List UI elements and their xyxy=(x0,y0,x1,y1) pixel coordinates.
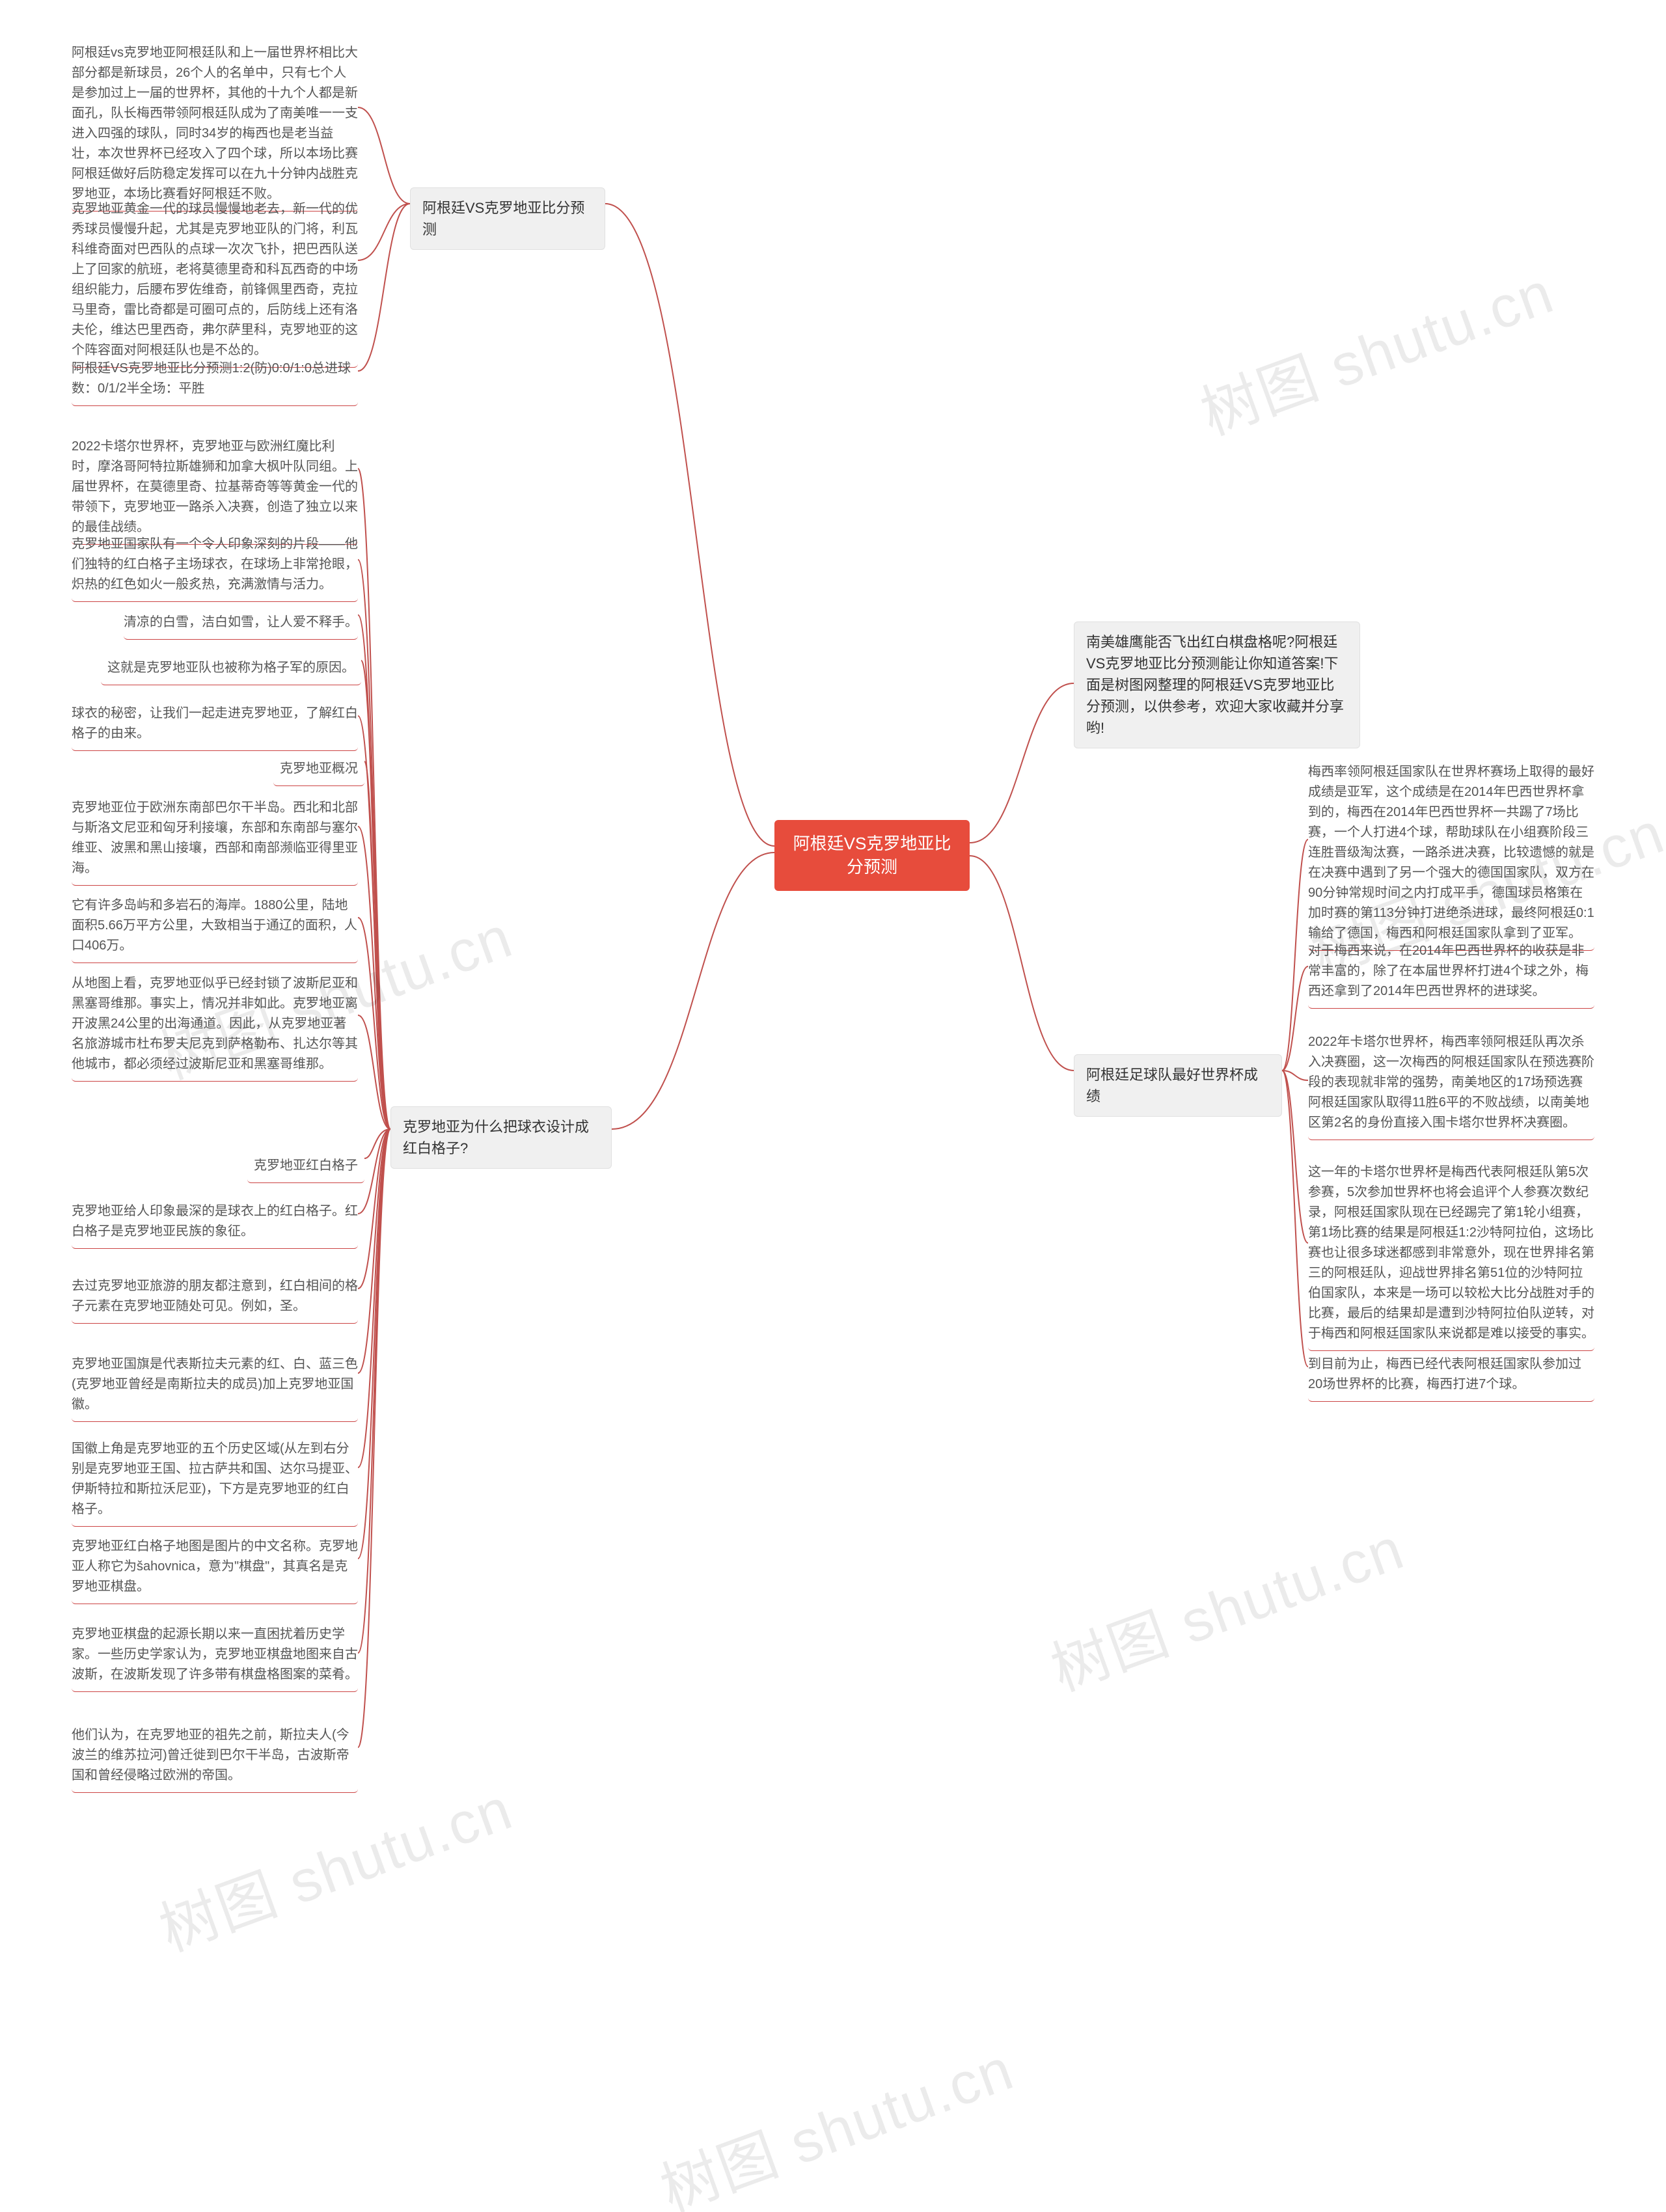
watermark: 树图 shutu.cn xyxy=(1188,245,1563,451)
branch-right-intro[interactable]: 南美雄鹰能否飞出红白棋盘格呢?阿根廷VS克罗地亚比分预测能让你知道答案!下面是树… xyxy=(1074,621,1360,748)
leaf: 克罗地亚国旗是代表斯拉夫元素的红、白、蓝三色(克罗地亚曾经是南斯拉夫的成员)加上… xyxy=(72,1350,358,1422)
leaf: 它有许多岛屿和多岩石的海岸。1880公里，陆地面积5.66万平方公里，大致相当于… xyxy=(72,892,358,963)
leaf: 从地图上看，克罗地亚似乎已经封锁了波斯尼亚和黑塞哥维那。事实上，情况并非如此。克… xyxy=(72,970,358,1082)
mindmap-canvas: 树图 shutu.cn 树图 shutu.cn 树图 shutu.cn 树图 s… xyxy=(0,0,1666,2212)
leaf: 克罗地亚红白格子地图是图片的中文名称。克罗地亚人称它为šahovnica，意为"… xyxy=(72,1533,358,1604)
watermark: 树图 shutu.cn xyxy=(648,2022,1023,2212)
leaf: 2022年卡塔尔世界杯，梅西率领阿根廷队再次杀入决赛圈，这一次梅西的阿根廷国家队… xyxy=(1308,1028,1594,1140)
watermark: 树图 shutu.cn xyxy=(1038,1501,1413,1707)
leaf: 清凉的白雪，洁白如雪，让人爱不释手。 xyxy=(124,608,358,640)
leaf: 2022卡塔尔世界杯，克罗地亚与欧洲红魔比利时，摩洛哥阿特拉斯雄狮和加拿大枫叶队… xyxy=(72,433,358,545)
leaf: 梅西率领阿根廷国家队在世界杯赛场上取得的最好成绩是亚军，这个成绩是在2014年巴… xyxy=(1308,758,1594,951)
leaf: 克罗地亚棋盘的起源长期以来一直困扰着历史学家。一些历史学家认为，克罗地亚棋盘地图… xyxy=(72,1620,358,1692)
branch-left-prediction[interactable]: 阿根廷VS克罗地亚比分预测 xyxy=(410,187,605,250)
leaf: 克罗地亚给人印象最深的是球衣上的红白格子。红白格子是克罗地亚民族的象征。 xyxy=(72,1197,358,1249)
branch-left-jersey[interactable]: 克罗地亚为什么把球衣设计成红白格子? xyxy=(390,1106,612,1169)
leaf: 克罗地亚红白格子 xyxy=(247,1152,364,1183)
leaf: 这就是克罗地亚队也被称为格子军的原因。 xyxy=(101,654,361,685)
branch-right-best-result[interactable]: 阿根廷足球队最好世界杯成绩 xyxy=(1074,1054,1282,1117)
leaf: 克罗地亚概况 xyxy=(273,755,364,786)
leaf: 到目前为止，梅西已经代表阿根廷国家队参加过20场世界杯的比赛，梅西打进7个球。 xyxy=(1308,1350,1594,1402)
leaf: 克罗地亚黄金一代的球员慢慢地老去，新一代的优秀球员慢慢升起，尤其是克罗地亚队的门… xyxy=(72,195,358,368)
leaf: 国徽上角是克罗地亚的五个历史区域(从左到右分别是克罗地亚王国、拉古萨共和国、达尔… xyxy=(72,1435,358,1527)
leaf: 阿根廷vs克罗地亚阿根廷队和上一届世界杯相比大部分都是新球员，26个人的名单中，… xyxy=(72,39,358,212)
center-node[interactable]: 阿根廷VS克罗地亚比分预测 xyxy=(774,820,970,891)
leaf: 去过克罗地亚旅游的朋友都注意到，红白相间的格子元素在克罗地亚随处可见。例如，圣。 xyxy=(72,1272,358,1324)
leaf: 阿根廷VS克罗地亚比分预测1:2(防)0:0/1:0总进球数：0/1/2半全场：… xyxy=(72,355,358,406)
leaf: 这一年的卡塔尔世界杯是梅西代表阿根廷队第5次参赛，5次参加世界杯也将会追评个人参… xyxy=(1308,1158,1594,1351)
leaf: 克罗地亚国家队有一个令人印象深刻的片段——他们独特的红白格子主场球衣，在球场上非… xyxy=(72,530,358,602)
leaf: 克罗地亚位于欧洲东南部巴尔干半岛。西北和北部与斯洛文尼亚和匈牙利接壤，东部和东南… xyxy=(72,794,358,886)
leaf: 对于梅西来说，在2014年巴西世界杯的收获是非常丰富的，除了在本届世界杯打进4个… xyxy=(1308,937,1594,1009)
leaf: 他们认为，在克罗地亚的祖先之前，斯拉夫人(今波兰的维苏拉河)曾迁徙到巴尔干半岛，… xyxy=(72,1721,358,1793)
leaf: 球衣的秘密，让我们一起走进克罗地亚，了解红白格子的由来。 xyxy=(72,700,358,751)
